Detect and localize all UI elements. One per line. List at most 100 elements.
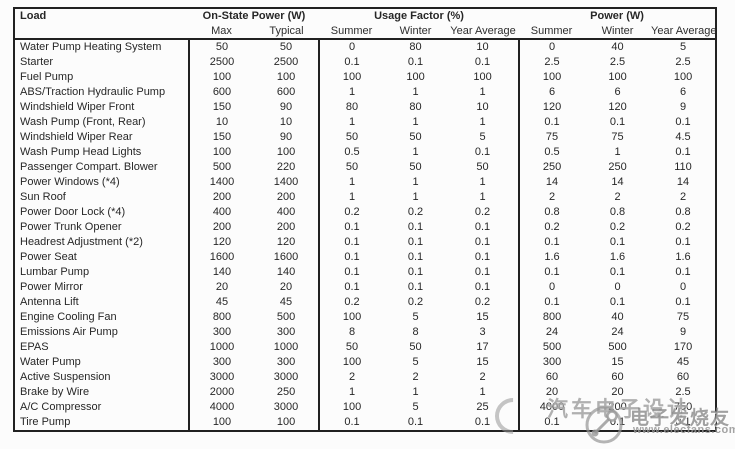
max-cell: 500 (188, 160, 254, 175)
usage-year-average-cell: 0.1 (474, 416, 491, 428)
usage-summer-cell: 0.1 (318, 250, 385, 265)
power-winter-cell: 1.6 (609, 251, 626, 263)
power-year-average-cell: 0.1 (675, 146, 691, 158)
typical-cell: 500 (276, 311, 296, 323)
table-row: A/C Compressor 4000 3000 100 5 25 4000 2… (14, 400, 716, 415)
power-summer-cell: 0.8 (518, 205, 585, 220)
max-cell: 2000 (188, 385, 254, 400)
usage-year-average-cell: 100 (473, 71, 492, 83)
table-row: Wash Pump (Front, Rear) 10 10 1 1 1 0.1 … (14, 115, 716, 130)
usage-summer-cell: 0.1 (318, 235, 385, 250)
max-cell: 140 (188, 265, 254, 280)
usage-summer-cell: 0.1 (318, 55, 385, 70)
max-cell: 2500 (188, 55, 254, 70)
max-cell: 20 (188, 280, 254, 295)
load-cell: Wash Pump (Front, Rear) (20, 116, 146, 128)
power-summer-cell: 6 (518, 85, 585, 100)
usage-winter-cell: 1 (412, 116, 419, 128)
table-body: Water Pump Heating System 50 50 0 80 10 … (14, 39, 716, 431)
power-winter-cell: 250 (608, 161, 627, 173)
power-winter-cell: 0.1 (609, 266, 626, 278)
load-cell: Engine Cooling Fan (20, 311, 117, 323)
power-year-average-cell: 60 (676, 371, 690, 383)
usage-year-average-cell: 0.1 (474, 221, 491, 233)
column-header-usage-summer: Summer (330, 25, 373, 37)
load-cell: Power Door Lock (*4) (20, 206, 126, 218)
power-year-average-cell: 0.1 (675, 236, 691, 248)
power-year-average-cell: 5 (679, 41, 687, 53)
max-cell: 3000 (188, 370, 254, 385)
usage-year-average-cell: 1 (479, 86, 486, 98)
power-summer-cell: 300 (518, 355, 585, 370)
power-year-average-cell: 0.1 (675, 266, 691, 278)
usage-winter-cell: 1 (412, 176, 419, 188)
usage-year-average-cell: 3 (479, 326, 486, 338)
load-cell: Emissions Air Pump (20, 326, 118, 338)
usage-summer-cell: 100 (318, 70, 385, 85)
load-cell: Power Seat (20, 251, 77, 263)
load-cell: Windshield Wiper Front (20, 101, 135, 113)
usage-winter-cell: 50 (409, 341, 422, 353)
usage-summer-cell: 0.2 (318, 295, 385, 310)
usage-winter-cell: 2 (412, 371, 419, 383)
usage-summer-cell: 0.1 (318, 220, 385, 235)
power-summer-cell: 0.2 (518, 220, 585, 235)
power-year-average-cell: 0.1 (675, 416, 691, 428)
load-power-table: Load On-State Power (W) Usage Factor (%)… (13, 7, 718, 432)
max-cell: 800 (188, 310, 254, 325)
table-row: Engine Cooling Fan 800 500 100 5 15 800 … (14, 310, 716, 325)
usage-year-average-cell: 50 (476, 161, 489, 173)
load-cell: Antenna Lift (20, 296, 79, 308)
typical-cell: 20 (279, 281, 293, 293)
load-cell: Brake by Wire (20, 386, 90, 398)
typical-cell: 90 (279, 131, 293, 143)
power-year-average-cell: 0.8 (675, 206, 691, 218)
power-year-average-cell: 2.5 (675, 386, 691, 398)
power-year-average-cell: 6 (679, 86, 687, 98)
power-winter-cell: 120 (608, 101, 627, 113)
table-row: Water Pump Heating System 50 50 0 80 10 … (14, 39, 716, 55)
power-summer-cell: 0.1 (518, 115, 585, 130)
table-row: Brake by Wire 2000 250 1 1 1 20 20 2.5 (14, 385, 716, 400)
usage-winter-cell: 50 (409, 131, 422, 143)
power-year-average-cell: 2 (679, 191, 687, 203)
typical-cell: 200 (276, 221, 296, 233)
usage-winter-cell: 80 (409, 101, 422, 113)
power-year-average-cell: 100 (673, 71, 693, 83)
power-summer-cell: 14 (518, 175, 585, 190)
usage-winter-cell: 5 (412, 311, 419, 323)
max-cell: 10 (188, 115, 254, 130)
typical-cell: 1000 (273, 341, 299, 353)
usage-year-average-cell: 25 (476, 401, 489, 413)
usage-winter-cell: 1 (412, 86, 419, 98)
load-cell: Headrest Adjustment (*2) (20, 236, 143, 248)
power-summer-cell: 0.1 (518, 235, 585, 250)
table-row: Power Trunk Opener 200 200 0.1 0.1 0.1 0… (14, 220, 716, 235)
typical-cell: 300 (276, 356, 296, 368)
power-summer-cell: 0.1 (518, 295, 585, 310)
power-year-average-cell: 1.6 (675, 251, 691, 263)
column-header-typical: Typical (269, 25, 304, 37)
usage-winter-cell: 1 (412, 386, 419, 398)
typical-cell: 100 (276, 416, 296, 428)
usage-summer-cell: 50 (318, 160, 385, 175)
column-header-power-year-average: Year Average (651, 25, 717, 37)
max-cell: 300 (188, 355, 254, 370)
table-row: ABS/Traction Hydraulic Pump 600 600 1 1 … (14, 85, 716, 100)
power-year-average-cell: 110 (674, 161, 692, 173)
power-winter-cell: 60 (611, 371, 624, 383)
usage-winter-cell: 80 (409, 41, 422, 53)
usage-summer-cell: 0 (318, 39, 385, 55)
power-year-average-cell: 2.5 (675, 56, 691, 68)
power-winter-cell: 100 (608, 71, 627, 83)
usage-year-average-cell: 0.1 (474, 251, 491, 263)
load-cell: ABS/Traction Hydraulic Pump (20, 86, 166, 98)
load-cell: Power Trunk Opener (20, 221, 122, 233)
power-year-average-cell: 4.5 (675, 131, 691, 143)
load-cell: Sun Roof (20, 191, 66, 203)
usage-winter-cell: 0.1 (407, 266, 424, 278)
power-winter-cell: 200 (608, 401, 627, 413)
power-winter-cell: 15 (611, 356, 624, 368)
max-cell: 150 (188, 130, 254, 145)
usage-year-average-cell: 15 (476, 356, 489, 368)
